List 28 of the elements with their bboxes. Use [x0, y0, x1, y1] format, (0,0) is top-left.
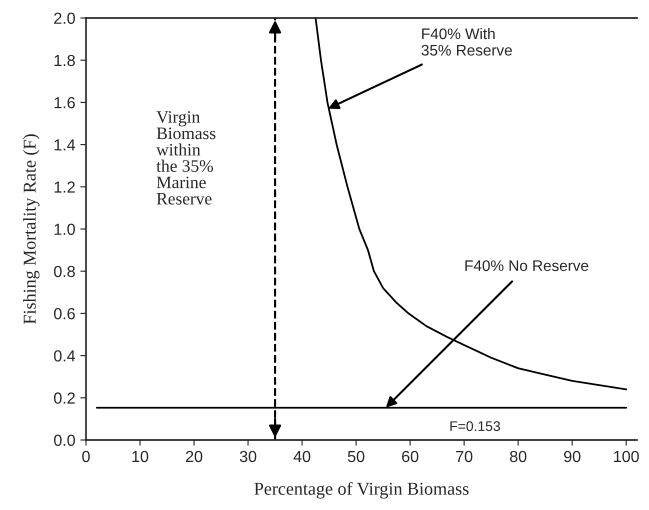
x-tick-label: 100: [614, 450, 639, 462]
x-tick-label: 0: [82, 450, 90, 462]
x-tick-label: 70: [456, 450, 472, 462]
y-tick-label: 0.4: [54, 350, 76, 362]
x-tick-label: 20: [186, 450, 202, 462]
y-tick-label: 2.0: [54, 12, 75, 24]
x-tick-label: 10: [132, 450, 148, 462]
x-tick-label: 40: [294, 450, 310, 462]
y-tick-label: 0.8: [54, 266, 75, 278]
y-tick-label: 0.2: [54, 392, 75, 404]
x-tick-label: 50: [348, 450, 364, 462]
x-tick-label: 80: [510, 450, 526, 462]
x-axis-title: Percentage of Virgin Biomass: [254, 482, 469, 499]
x-tick-label: 90: [564, 450, 580, 462]
y-tick-label: 1.4: [54, 139, 76, 150]
y-axis-title: Fishing Mortality Rate (F): [23, 134, 40, 324]
annotation: F40% With 35% Reserve: [422, 28, 512, 56]
x-tick-label: 60: [402, 450, 418, 462]
y-tick-label: 1.8: [54, 54, 75, 66]
y-tick-label: 0.6: [54, 308, 75, 320]
x-tick-label: 30: [240, 450, 256, 462]
y-tick-label: 0.0: [54, 434, 75, 446]
y-tick-label: 1.2: [54, 181, 75, 193]
ref-line-label: Virgin Biomass within the 35% Marine Reserve: [156, 111, 216, 205]
y-tick-label: 1.6: [54, 97, 75, 108]
annotation: F40% No Reserve: [465, 260, 588, 272]
y-tick-label: 1.0: [54, 224, 75, 235]
annotation: F=0.153: [450, 421, 500, 432]
